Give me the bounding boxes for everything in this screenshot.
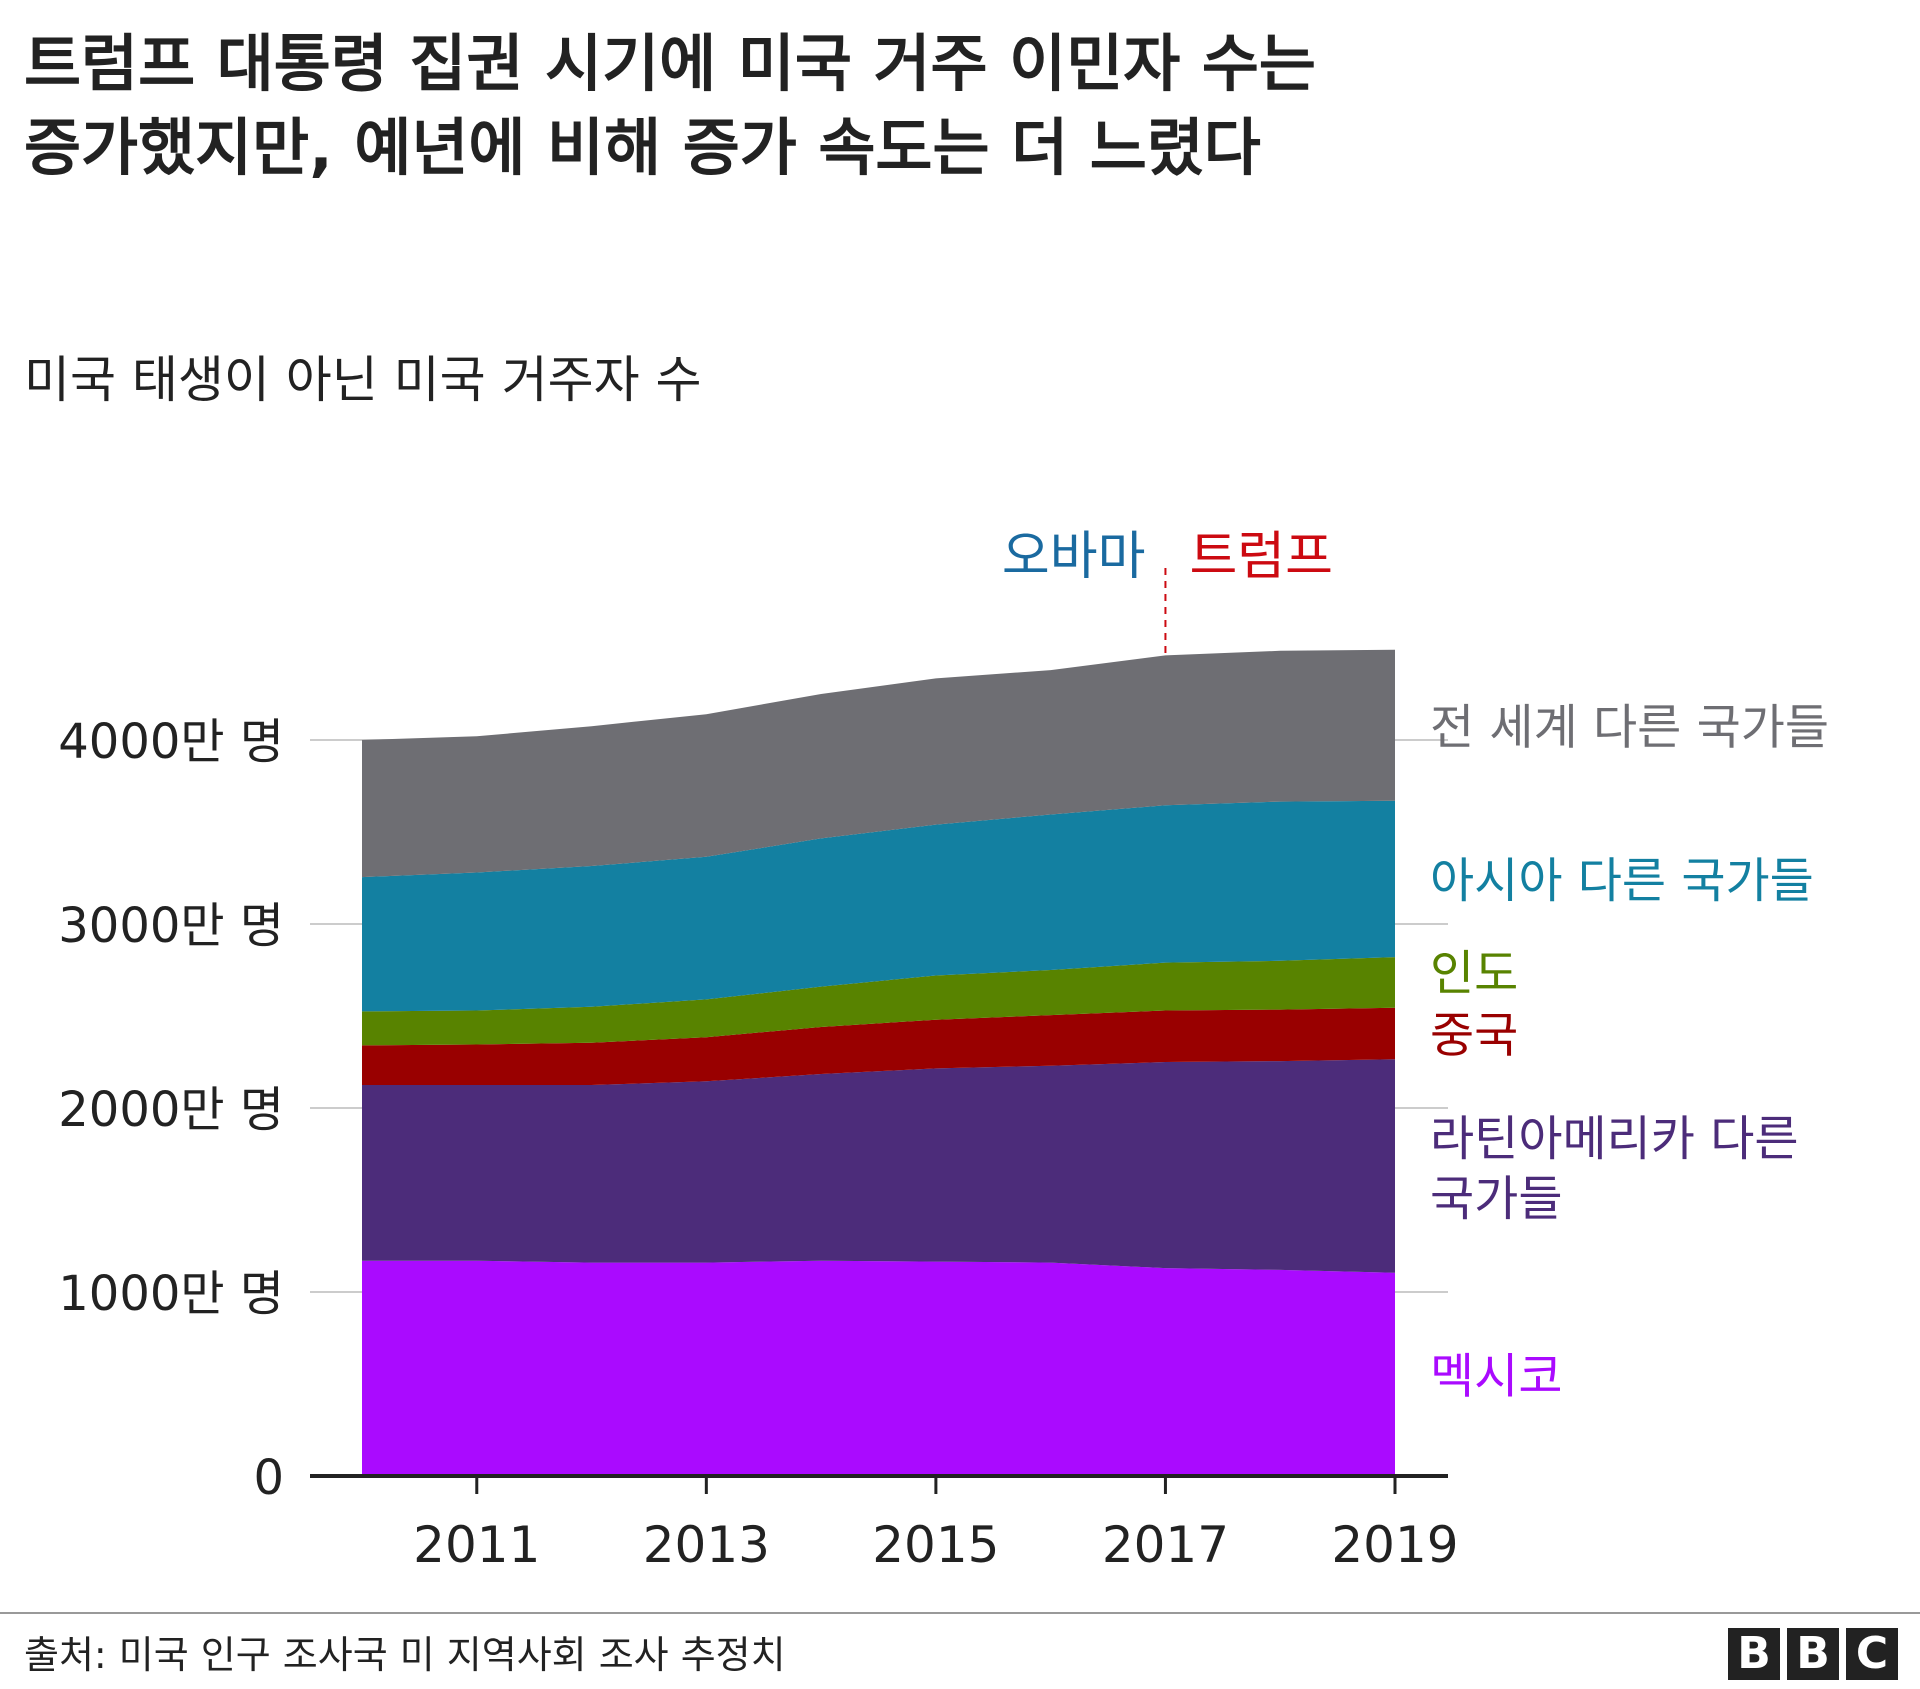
series-label-line: 국가들 (1430, 1171, 1562, 1227)
stacked-area-chart: 0 1000만 명 2000만 명 3000만 명 4000만 명 2011 2013 20… (58, 527, 1829, 1574)
area-series (362, 1059, 1395, 1273)
y-tick-label: 2000만 명 (58, 1082, 284, 1138)
y-tick-label: 4000만 명 (58, 714, 284, 770)
footer-divider (0, 1612, 1920, 1614)
obama-term-label: 오바마 (1002, 527, 1146, 587)
chart-title-line-1: 트럼프 대통령 집권 시기에 미국 거주 이민자 수는 (24, 27, 1316, 100)
series-label: 인도 (1430, 945, 1518, 1001)
x-tick-label: 2019 (1331, 1516, 1458, 1574)
y-tick-label: 0 (253, 1450, 284, 1506)
chart-title-line-2: 증가했지만, 예년에 비해 증가 속도는 더 느렸다 (24, 111, 1261, 184)
series-label: 전 세계 다른 국가들 (1430, 699, 1829, 755)
area-series (362, 800, 1395, 1012)
trump-term-label: 트럼프 (1189, 527, 1333, 587)
x-tick-label: 2011 (413, 1516, 540, 1574)
chart-title: 트럼프 대통령 집권 시기에 미국 거주 이민자 수는 증가했지만, 예년에 비… (24, 22, 1884, 190)
x-tick-label: 2013 (643, 1516, 770, 1574)
bbc-logo-letter: B (1787, 1628, 1839, 1680)
y-tick-label: 3000만 명 (58, 898, 284, 954)
bbc-logo-letter: B (1728, 1628, 1780, 1680)
series-label: 아시아 다른 국가들 (1430, 853, 1814, 909)
y-tick-label: 1000만 명 (58, 1266, 284, 1322)
area-series (362, 957, 1395, 1046)
area-series (362, 1260, 1395, 1476)
chart-subtitle: 미국 태생이 아닌 미국 거주자 수 (24, 351, 702, 409)
series-label-line: 라틴아메리카 다른 (1430, 1111, 1799, 1167)
series-label: 라틴아메리카 다른 국가들 (1430, 1111, 1799, 1227)
bbc-logo-letter: C (1846, 1628, 1898, 1680)
x-tick-label: 2017 (1102, 1516, 1229, 1574)
bbc-logo: B B C (1728, 1628, 1898, 1680)
area-series (362, 649, 1395, 878)
series-label: 멕시코 (1430, 1348, 1562, 1404)
series-label: 중국 (1430, 1007, 1518, 1063)
area-series (362, 1007, 1395, 1085)
x-tick-label: 2015 (872, 1516, 999, 1574)
source-note: 출처: 미국 인구 조사국 미 지역사회 조사 추정치 (24, 1633, 786, 1677)
